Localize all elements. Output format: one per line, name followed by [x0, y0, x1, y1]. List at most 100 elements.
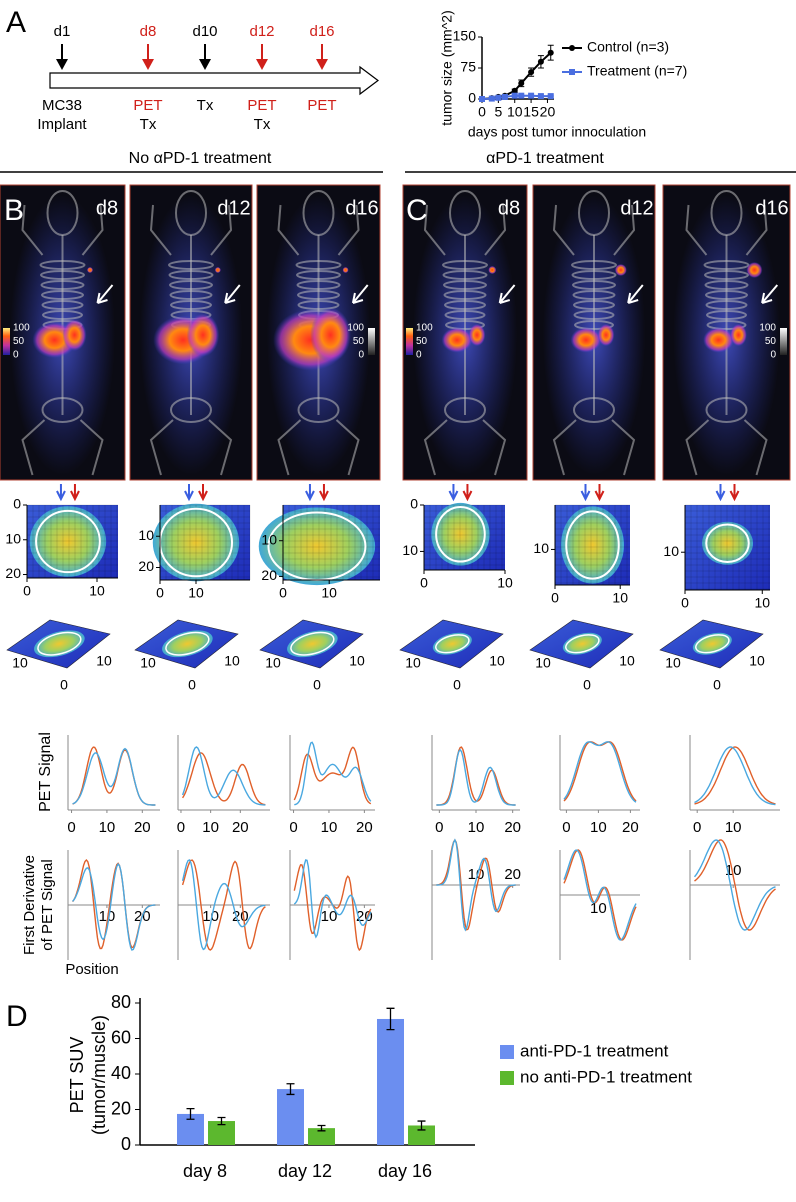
x-tick-label: 15 — [523, 104, 539, 120]
event-note: PET — [247, 97, 276, 114]
y-axis-label: First Derivative — [21, 855, 38, 955]
rib — [168, 270, 214, 280]
surface-roi — [435, 634, 470, 654]
tumor-signal — [87, 267, 93, 273]
colorbar-label: 100 — [13, 323, 30, 334]
profile-curve — [72, 746, 156, 806]
rib — [443, 280, 487, 290]
error-bar — [317, 1124, 326, 1132]
profile-arrow — [56, 484, 66, 502]
tick-label: 0 — [67, 819, 75, 836]
roi-outline — [435, 505, 486, 563]
error-bar — [417, 1120, 426, 1131]
tick-label: 10 — [497, 575, 513, 591]
tick-label: 0 — [410, 496, 418, 512]
tumor-signal — [342, 267, 349, 273]
derivative-curve — [181, 859, 266, 951]
tumor-signal — [614, 264, 627, 276]
x-tick-label: 0 — [478, 104, 486, 120]
rib — [704, 270, 749, 280]
surface-blob — [287, 630, 338, 658]
tick-label: 0 — [693, 819, 701, 836]
tumor-arrow — [224, 284, 241, 304]
point — [511, 92, 518, 99]
rib — [296, 270, 341, 280]
organ-signal — [62, 319, 87, 351]
derivative-curve — [181, 859, 266, 951]
tick-label: 0 — [562, 819, 570, 836]
heatmap-blob — [29, 506, 107, 577]
rib — [168, 260, 214, 270]
profile-arrow — [580, 484, 591, 502]
profile-curve — [436, 748, 516, 806]
limbs — [21, 204, 104, 476]
tumor-arrow — [761, 284, 779, 304]
surface-tick: 10 — [749, 653, 765, 669]
tick-label: 0 — [279, 585, 287, 601]
error-bar — [286, 1083, 295, 1096]
event-arrowhead — [142, 59, 154, 70]
legend-label: Control (n=3) — [587, 39, 669, 55]
tick-label: 0 — [289, 819, 297, 836]
colorbar-label: 100 — [759, 323, 776, 334]
y-tick-label: 60 — [111, 1027, 131, 1047]
colorbar-label: 50 — [416, 336, 428, 347]
point — [528, 69, 535, 76]
derivative-curve — [436, 838, 516, 932]
tick-label: 20 — [504, 866, 521, 883]
rib — [41, 290, 84, 300]
limbs — [277, 204, 360, 476]
surface-roi — [290, 631, 335, 656]
rib — [40, 270, 85, 280]
pelvis — [297, 397, 340, 423]
profile-arrow — [184, 484, 194, 502]
surface-roi — [695, 634, 730, 654]
colorbar-label: 0 — [13, 350, 19, 361]
profile-arrow — [462, 484, 473, 502]
rib — [444, 300, 486, 310]
event-note: PET — [133, 97, 162, 114]
event-note: Tx — [254, 116, 271, 133]
tick-label: 10 — [725, 819, 742, 836]
tumor-arrow — [351, 284, 369, 304]
derivative-curve — [563, 849, 637, 941]
surface-tick: 10 — [140, 655, 156, 671]
rib — [572, 290, 616, 300]
event-note: Tx — [197, 97, 214, 114]
tick-label: 10 — [321, 819, 338, 836]
event-day: d12 — [249, 23, 274, 40]
tick-label: 10 — [533, 540, 549, 556]
pelvis — [444, 397, 486, 423]
point — [501, 93, 508, 100]
colorbar-label: 0 — [358, 350, 364, 361]
tumor-arrow — [627, 284, 644, 304]
surface-tick: 10 — [535, 655, 551, 671]
profile-arrow — [594, 484, 605, 502]
y-tick-label: 75 — [460, 59, 476, 75]
x-tick-label: day 8 — [183, 1161, 227, 1181]
surface-roi — [165, 631, 210, 656]
y-tick-label: 40 — [111, 1063, 131, 1083]
day-label: d16 — [755, 197, 788, 219]
heatmap-blob — [561, 506, 624, 584]
tick-label: 10 — [202, 908, 219, 925]
surface-blob — [34, 630, 85, 658]
pelvis — [41, 397, 84, 423]
tick-label: 10 — [99, 819, 116, 836]
error-bar — [386, 1007, 395, 1031]
tumor-signal — [488, 266, 497, 274]
y-tick-label: 80 — [111, 992, 131, 1012]
rib — [296, 280, 341, 290]
surface-tick: 10 — [12, 655, 28, 671]
rib — [169, 290, 213, 300]
day-label: d16 — [345, 197, 378, 219]
profile-curve — [694, 746, 776, 806]
tick-label: 10 — [99, 908, 116, 925]
tick-label: 20 — [622, 819, 639, 836]
error-bar — [217, 1116, 226, 1126]
event-note: MC38 — [42, 97, 82, 114]
event-day: d16 — [309, 23, 334, 40]
event-arrowhead — [316, 59, 328, 70]
derivative-curve — [694, 839, 776, 931]
